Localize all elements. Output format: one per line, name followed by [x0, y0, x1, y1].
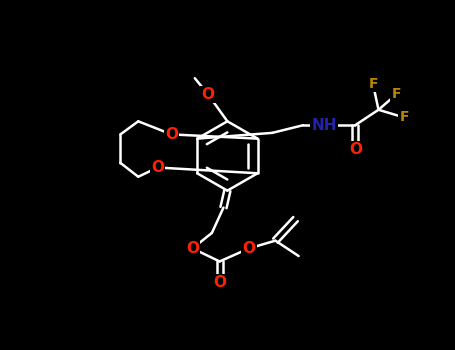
Text: F: F: [399, 111, 409, 125]
Text: O: O: [243, 241, 256, 256]
Text: O: O: [349, 142, 362, 157]
Text: F: F: [369, 77, 378, 91]
Text: O: O: [165, 127, 178, 142]
Text: O: O: [151, 160, 164, 175]
Text: O: O: [186, 241, 199, 256]
Text: F: F: [392, 88, 401, 102]
Text: O: O: [202, 87, 214, 102]
Text: O: O: [213, 275, 226, 290]
Text: NH: NH: [312, 118, 337, 133]
